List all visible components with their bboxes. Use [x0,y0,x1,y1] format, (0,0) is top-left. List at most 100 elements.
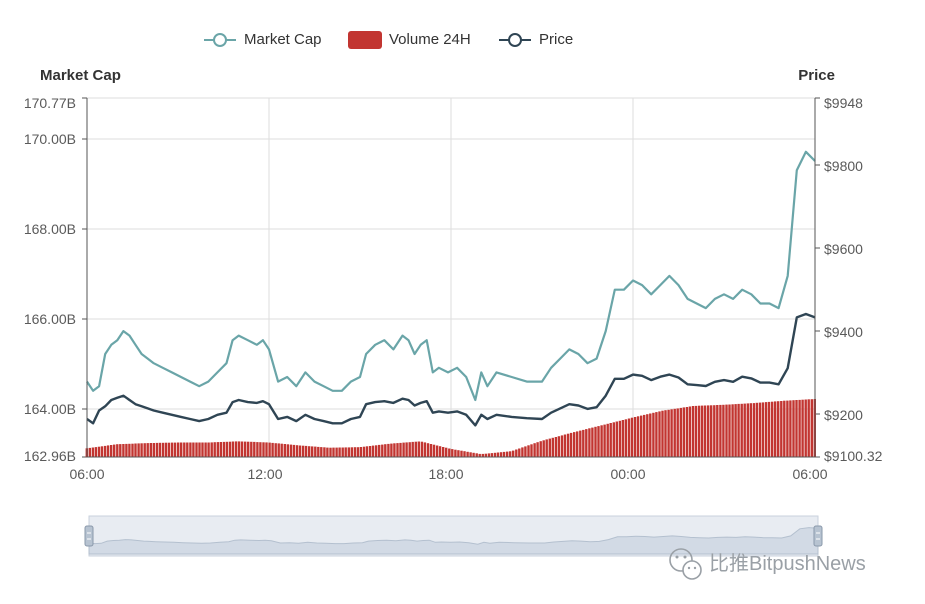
wechat-icon [669,548,702,580]
volume-bar [417,441,420,457]
volume-bar [658,411,661,457]
volume-bar [502,451,506,457]
volume-bar [463,451,466,457]
volume-bar [210,442,213,457]
volume-bar [801,399,804,457]
volume-bar [545,439,548,457]
watermark: 比推BitpushNews [669,548,866,580]
slider-handle-right[interactable] [813,525,823,547]
volume-bar [317,446,320,457]
volume-bar [216,442,219,457]
volume-bar [189,442,192,457]
volume-bar [810,399,813,457]
slider-handle-left[interactable] [84,525,94,547]
x-tick: 06:00 [69,466,104,482]
left-tick: 164.00B [24,401,76,417]
legend-item-volume[interactable]: Volume 24H [348,31,471,49]
legend[interactable]: Market Cap Volume 24H Price [204,31,573,49]
volume-bar [353,447,357,457]
volume-bar [116,444,119,457]
volume-bar [636,416,640,457]
volume-bar [143,443,146,457]
volume-bar [192,442,195,457]
volume-bar [381,444,384,457]
volume-bar [250,441,253,457]
right-tick: $9800 [824,158,863,174]
volume-bar [609,423,612,457]
volume-bar [542,440,545,457]
volume-bar [356,447,360,457]
volume-bar [786,400,789,457]
volume-bar [320,447,323,457]
volume-bar [128,443,131,457]
volume-bar [685,407,689,457]
volume-bar [207,442,210,457]
volume-bar [734,404,737,457]
left-tick: 162.96B [24,448,76,464]
volume-bar [509,451,512,457]
volume-bar [506,451,509,457]
volume-bar [350,447,353,457]
volume-bar [113,444,116,457]
legend-item-market-cap[interactable]: Market Cap [204,31,322,48]
volume-bar [371,445,375,457]
data-zoom-slider[interactable] [84,515,823,557]
left-tick: 170.00B [24,131,76,147]
volume-series [85,399,816,457]
right-tick: $9200 [824,407,863,423]
slider-preview [88,527,819,555]
left-tick: 166.00B [24,311,76,327]
legend-item-price[interactable]: Price [499,31,573,48]
axis-lines [86,98,816,458]
volume-bar [652,412,655,457]
volume-bar [481,453,484,457]
volume-bar [710,405,713,457]
volume-bar [198,442,201,457]
volume-bar [326,447,329,457]
volume-bar [173,442,177,457]
volume-bar [298,445,302,457]
volume-bar [402,442,405,457]
volume-bar [155,442,159,457]
volume-bar [585,429,588,457]
volume-bar [703,405,707,457]
volume-bar [393,443,396,457]
volume-bar [399,442,402,457]
grid [82,97,820,458]
volume-bar [125,443,128,457]
volume-bar [268,442,271,457]
volume-bar [91,447,95,457]
volume-bar [582,429,585,457]
right-axis-title: Price [798,67,835,84]
volume-bar [554,437,558,457]
volume-bar [183,442,186,457]
volume-bar [764,402,768,457]
volume-bar [137,443,140,457]
volume-bar [755,402,759,457]
volume-bar [311,446,314,457]
volume-bar [792,400,795,457]
right-tick: $9948 [824,95,863,111]
volume-bar [423,442,427,457]
volume-bar [247,441,250,457]
volume-bar [472,452,475,457]
volume-bar [119,444,122,457]
volume-bar [783,400,786,457]
volume-bar [158,442,162,457]
volume-bar [219,442,222,457]
volume-bar [177,442,180,457]
volume-bar [618,420,622,457]
volume-bar [573,432,576,457]
volume-bar [688,406,692,457]
volume-bar [140,443,143,457]
volume-bar [164,442,168,457]
x-tick: 12:00 [247,466,282,482]
volume-bar [277,443,280,457]
volume-bar [435,445,439,457]
volume-bar [633,417,637,457]
volume-bar [521,447,524,457]
volume-bar [103,445,107,457]
volume-bar [673,408,676,457]
volume-bar [576,431,579,457]
volume-bar [789,400,792,457]
